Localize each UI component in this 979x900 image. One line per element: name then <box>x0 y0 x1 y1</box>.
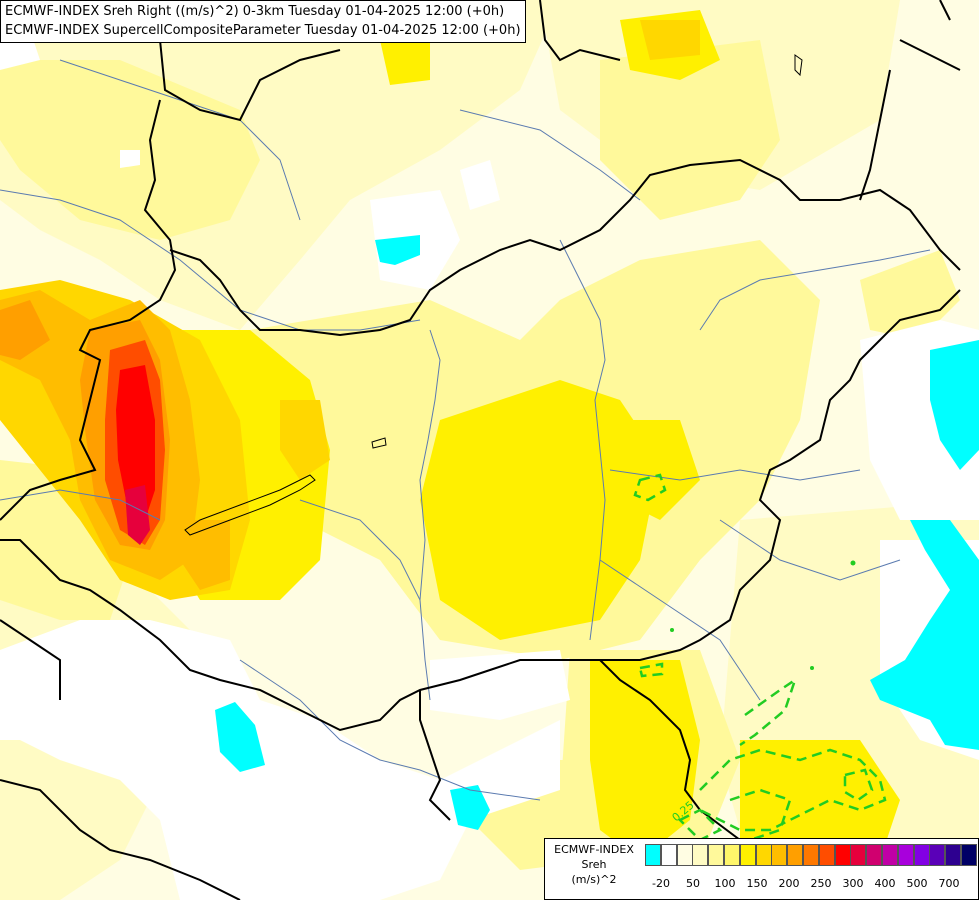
legend-tick-label: 150 <box>746 877 768 890</box>
map-title-line-2: ECMWF-INDEX SupercellCompositeParameter … <box>5 23 521 38</box>
legend-swatch <box>882 844 898 866</box>
scp-contour-dot <box>670 628 674 632</box>
scp-contours <box>633 473 887 842</box>
legend-swatch <box>866 844 883 866</box>
legend-swatch <box>739 844 756 866</box>
legend-swatch <box>834 844 851 866</box>
legend-tick-label: 200 <box>778 877 800 890</box>
legend-swatch <box>818 844 835 866</box>
legend-tick-label: 500 <box>906 877 928 890</box>
legend-tick-label: 50 <box>686 877 700 890</box>
map-title-box: ECMWF-INDEX Sreh Right ((m/s)^2) 0-3km T… <box>0 0 526 43</box>
legend-title: ECMWF-INDEX Sreh (m/s)^2 <box>545 842 643 887</box>
legend-swatch <box>787 844 804 866</box>
legend-swatch <box>961 844 977 866</box>
legend-swatch <box>929 844 946 866</box>
legend-tick-label: 300 <box>842 877 864 890</box>
color-legend: ECMWF-INDEX Sreh (m/s)^2 -20 50 100 150 200 2… <box>544 838 979 900</box>
legend-swatch <box>645 844 661 866</box>
legend-swatch <box>803 844 819 866</box>
lakes <box>184 54 803 536</box>
legend-swatch <box>755 844 772 866</box>
scp-contour-dot <box>810 666 814 670</box>
legend-swatch <box>771 844 788 866</box>
legend-swatch <box>724 844 740 866</box>
legend-swatch <box>897 844 914 866</box>
legend-swatch <box>913 844 930 866</box>
sreh-field-cyan <box>215 235 979 830</box>
legend-swatch <box>945 844 962 866</box>
sreh-field-crimson <box>125 485 150 545</box>
legend-tick-label: 400 <box>874 877 896 890</box>
rivers <box>0 59 931 801</box>
map-title-line-1: ECMWF-INDEX Sreh Right ((m/s)^2) 0-3km T… <box>5 4 505 19</box>
scp-contour-dot <box>850 560 856 566</box>
legend-swatch <box>692 844 709 866</box>
legend-swatch <box>850 844 867 866</box>
legend-tick-label: -20 <box>652 877 670 890</box>
legend-tick-label: 250 <box>810 877 832 890</box>
legend-tick-label: 100 <box>714 877 736 890</box>
legend-title-line-2: Sreh <box>581 858 607 871</box>
legend-swatch <box>676 844 693 866</box>
legend-swatch <box>660 844 677 866</box>
legend-tick-label: 700 <box>938 877 960 890</box>
legend-title-line-1: ECMWF-INDEX <box>554 843 634 856</box>
sreh-field-red <box>116 365 155 520</box>
legend-title-line-3: (m/s)^2 <box>571 873 617 886</box>
legend-swatch <box>708 844 725 866</box>
